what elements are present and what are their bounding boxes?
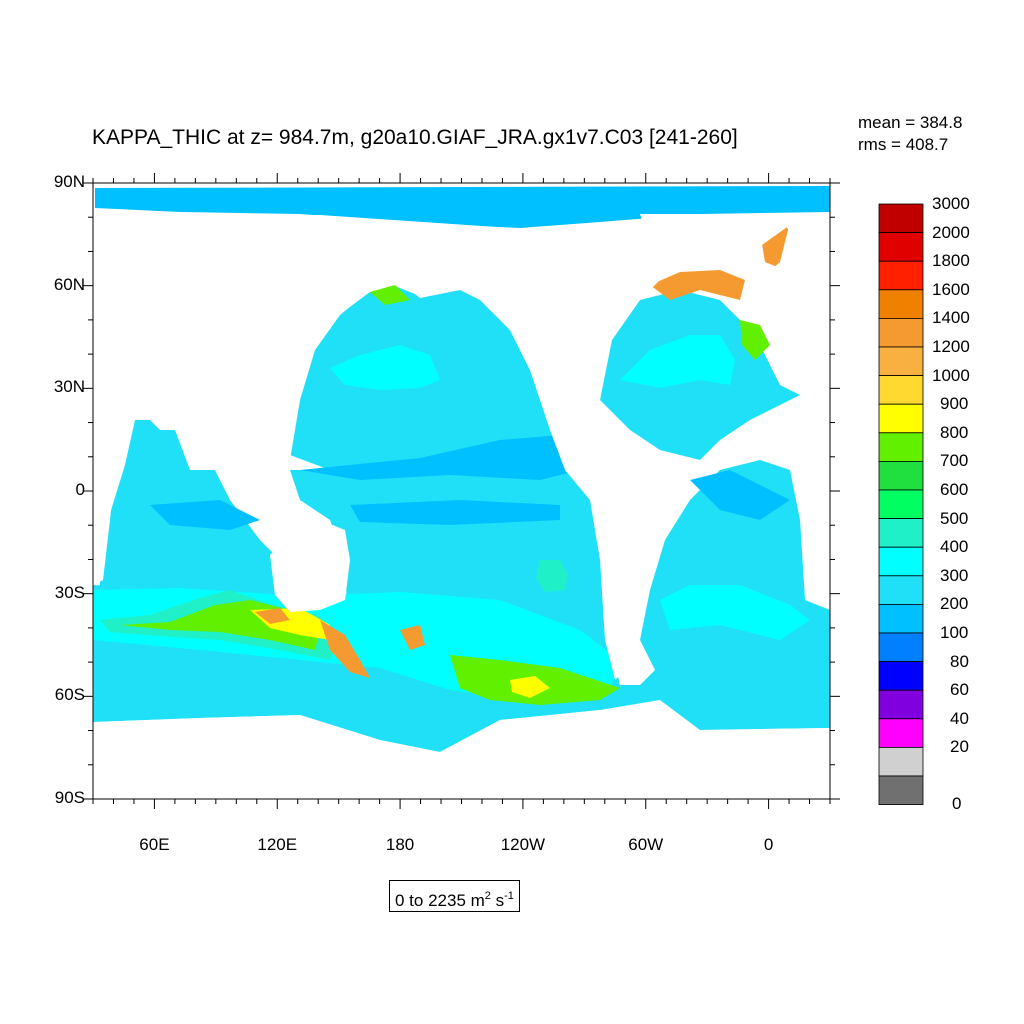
lat-label: 60N bbox=[53, 274, 85, 294]
greenland-land bbox=[640, 214, 790, 275]
colorbar-label: 80 bbox=[950, 651, 969, 671]
lon-label: 180 bbox=[385, 835, 415, 854]
south-pacific-mid bbox=[536, 560, 568, 592]
lat-label: 90N bbox=[53, 172, 85, 191]
eurasia-land bbox=[93, 215, 560, 500]
antarctica-land bbox=[93, 700, 830, 799]
colorbar-swatch bbox=[878, 232, 924, 262]
lon-label: 120W bbox=[500, 835, 546, 854]
equatorial-low-band bbox=[300, 435, 600, 480]
land-masses bbox=[93, 214, 830, 799]
colorbar-swatch bbox=[878, 375, 924, 405]
africa-land bbox=[93, 390, 125, 585]
lon-label: 0 bbox=[763, 835, 774, 854]
ocean-fill bbox=[93, 186, 830, 752]
americas-land bbox=[485, 240, 660, 680]
plot-title: KAPPA_THIC at z= 984.7m, g20a10.GIAF_JRA… bbox=[92, 126, 738, 149]
colorbar-swatch bbox=[878, 575, 924, 605]
rms-value: rms = 408.7 bbox=[858, 135, 949, 154]
colorbar-label: 200 bbox=[940, 594, 969, 614]
lat-label: 0 bbox=[75, 480, 85, 499]
colorbar-label: 1800 bbox=[932, 251, 970, 271]
colorbar-label: 600 bbox=[940, 480, 969, 499]
australia-land bbox=[270, 520, 350, 612]
colorbar-label: 400 bbox=[940, 537, 969, 557]
colorbar-swatch bbox=[878, 632, 924, 663]
axis-ticks bbox=[83, 173, 840, 809]
colorbar-label: 300 bbox=[940, 565, 969, 585]
tasman-orange bbox=[255, 608, 290, 624]
atlantic-low-band bbox=[690, 470, 790, 520]
colorbar-label: 20 bbox=[950, 737, 969, 757]
colorbar-swatch bbox=[878, 689, 924, 720]
lon-label: 60E bbox=[139, 835, 170, 854]
colorbar-swatch bbox=[878, 403, 924, 434]
labrador-orange bbox=[650, 270, 745, 300]
lat-label: 30N bbox=[53, 377, 85, 397]
range-prefix: 0 to 2235 m bbox=[395, 891, 485, 910]
lat-label: 60S bbox=[54, 685, 85, 705]
colorbar-swatch bbox=[878, 460, 924, 491]
colorbar-label: 800 bbox=[940, 422, 969, 442]
colorbar-swatch bbox=[878, 317, 924, 348]
colorbar-swatch bbox=[878, 260, 924, 291]
colorbar-swatch bbox=[878, 203, 924, 234]
colorbar-swatch bbox=[878, 518, 924, 548]
lat-label: 30S bbox=[54, 582, 85, 602]
new-zealand-orange bbox=[400, 625, 425, 650]
colorbar-swatch bbox=[878, 747, 924, 777]
south-atlantic-mid bbox=[660, 585, 810, 640]
colorbar-label: 1000 bbox=[932, 365, 970, 385]
newfoundland-green bbox=[740, 320, 770, 360]
lon-label: 60W bbox=[628, 835, 664, 854]
colorbar-label: 100 bbox=[940, 623, 969, 642]
aleutian-green bbox=[370, 285, 410, 305]
colorbar-label: 1400 bbox=[932, 308, 970, 328]
range-mid: s bbox=[490, 891, 505, 910]
colorbar-swatch bbox=[878, 546, 924, 577]
colorbar-label: 900 bbox=[940, 394, 969, 414]
colorbar-label: 700 bbox=[940, 451, 969, 471]
colorbar-swatch bbox=[878, 489, 924, 520]
range-exp1: 2 bbox=[484, 890, 491, 902]
africa-europe-land bbox=[690, 214, 830, 470]
colorbar-swatch bbox=[878, 661, 924, 691]
colorbar-swatch bbox=[878, 289, 924, 319]
colorbar-swatch bbox=[878, 604, 924, 634]
lon-label: 120E bbox=[257, 835, 298, 854]
colorbar-label: 60 bbox=[950, 680, 969, 700]
south-atlantic bbox=[640, 460, 830, 700]
colorbar-label: 3000 bbox=[932, 194, 970, 213]
data-range-box: 0 to 2235 m2 s-1 bbox=[389, 880, 520, 912]
south-pacific-low-band bbox=[350, 500, 560, 525]
south-america-tip bbox=[612, 640, 655, 685]
colorbar-label: 40 bbox=[950, 708, 969, 728]
colorbar-swatch bbox=[878, 775, 924, 806]
colorbar-label: 2000 bbox=[932, 222, 970, 242]
range-exp2: -1 bbox=[504, 890, 514, 902]
south-pacific-yellow bbox=[510, 676, 550, 698]
indian-low-band bbox=[150, 500, 260, 530]
australia-south-orange bbox=[320, 620, 370, 678]
colorbar-label: 0 bbox=[952, 794, 962, 813]
colorbar-label: 1600 bbox=[932, 279, 970, 299]
colorbar-label: 500 bbox=[940, 508, 969, 528]
colorbar-label: 1200 bbox=[932, 337, 970, 356]
lat-label: 90S bbox=[54, 788, 85, 807]
stats-block: mean = 384.8 rms = 408.7 bbox=[858, 112, 962, 156]
north-pacific-mid bbox=[330, 345, 440, 390]
mean-value: mean = 384.8 bbox=[858, 113, 963, 132]
colorbar-swatch bbox=[878, 346, 924, 377]
north-atlantic-mid bbox=[620, 335, 735, 388]
colorbar-swatch bbox=[878, 718, 924, 748]
colorbar-swatch bbox=[878, 432, 924, 462]
colorbar bbox=[878, 203, 924, 806]
